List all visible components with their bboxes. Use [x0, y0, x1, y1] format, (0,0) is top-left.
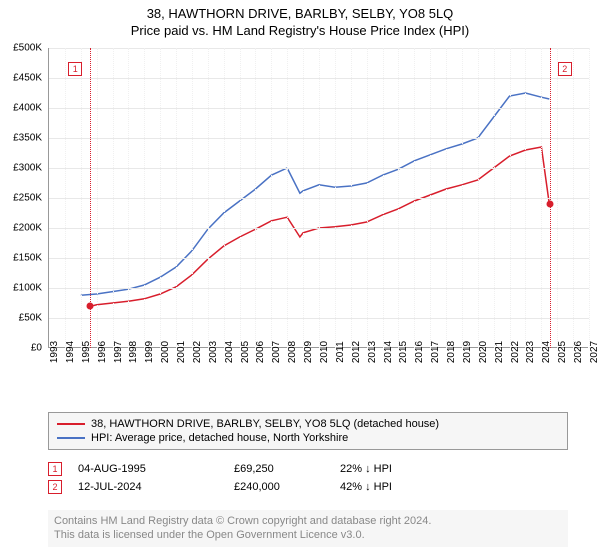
footer-line-2: This data is licensed under the Open Gov… [54, 528, 562, 542]
x-axis-label: 2013 [367, 341, 378, 363]
chart-box: £0£50K£100K£150K£200K£250K£300K£350K£400… [48, 48, 588, 378]
x-axis-label: 2017 [430, 341, 441, 363]
event-diff-1: 42% ↓ HPI [340, 481, 460, 493]
chart-container: 38, HAWTHORN DRIVE, BARLBY, SELBY, YO8 5… [0, 0, 600, 560]
y-axis-label: £150K [13, 253, 42, 264]
event-num-0: 1 [48, 462, 62, 476]
x-axis-label: 1994 [65, 341, 76, 363]
reference-line [550, 48, 551, 348]
events-table: 1 04-AUG-1995 £69,250 22% ↓ HPI 2 12-JUL… [48, 460, 568, 496]
legend-label-0: 38, HAWTHORN DRIVE, BARLBY, SELBY, YO8 5… [91, 418, 439, 430]
x-axis-label: 2008 [287, 341, 298, 363]
x-axis-label: 2006 [255, 341, 266, 363]
x-axis-label: 2016 [414, 341, 425, 363]
y-axis-label: £50K [19, 313, 42, 324]
x-axis-label: 2011 [335, 341, 346, 363]
event-num-1: 2 [48, 480, 62, 494]
footer-line-1: Contains HM Land Registry data © Crown c… [54, 514, 562, 528]
legend-box: 38, HAWTHORN DRIVE, BARLBY, SELBY, YO8 5… [48, 412, 568, 450]
y-axis-label: £450K [13, 73, 42, 84]
x-axis-label: 1999 [144, 341, 155, 363]
x-axis-label: 2022 [510, 341, 521, 363]
plot-area: £0£50K£100K£150K£200K£250K£300K£350K£400… [48, 48, 588, 348]
x-axis-label: 2004 [224, 341, 235, 363]
x-axis-label: 1998 [128, 341, 139, 363]
legend-label-1: HPI: Average price, detached house, Nort… [91, 432, 348, 444]
y-axis-label: £100K [13, 283, 42, 294]
callout-box: 1 [68, 62, 82, 76]
event-diff-0: 22% ↓ HPI [340, 463, 460, 475]
x-axis-label: 2010 [319, 341, 330, 363]
x-axis-label: 1993 [49, 341, 60, 363]
x-axis-label: 2026 [573, 341, 584, 363]
legend-swatch-0 [57, 423, 85, 425]
y-axis-label: £300K [13, 163, 42, 174]
event-price-0: £69,250 [234, 463, 324, 475]
x-axis-label: 2015 [398, 341, 409, 363]
x-axis-label: 2019 [462, 341, 473, 363]
footer: Contains HM Land Registry data © Crown c… [48, 510, 568, 547]
chart-subtitle: Price paid vs. HM Land Registry's House … [0, 21, 600, 38]
x-axis-label: 2027 [589, 341, 600, 363]
legend-row-1: HPI: Average price, detached house, Nort… [57, 431, 559, 445]
legend-swatch-1 [57, 437, 85, 439]
x-axis-label: 2012 [351, 341, 362, 363]
x-axis-label: 1997 [113, 341, 124, 363]
x-axis-label: 2005 [240, 341, 251, 363]
callout-box: 2 [558, 62, 572, 76]
x-axis-label: 2000 [160, 341, 171, 363]
x-axis-label: 2007 [271, 341, 282, 363]
event-row-1: 2 12-JUL-2024 £240,000 42% ↓ HPI [48, 478, 568, 496]
x-axis-label: 2001 [176, 341, 187, 363]
event-date-1: 12-JUL-2024 [78, 481, 218, 493]
x-axis-label: 2009 [303, 341, 314, 363]
x-axis-label: 2025 [557, 341, 568, 363]
x-axis-label: 1996 [97, 341, 108, 363]
y-axis-label: £500K [13, 43, 42, 54]
x-axis-label: 2003 [208, 341, 219, 363]
x-axis-label: 2018 [446, 341, 457, 363]
x-axis-label: 2023 [525, 341, 536, 363]
x-axis-label: 2020 [478, 341, 489, 363]
x-axis-label: 2014 [383, 341, 394, 363]
x-axis-label: 2021 [494, 341, 505, 363]
marker-dot [87, 303, 94, 310]
chart-title: 38, HAWTHORN DRIVE, BARLBY, SELBY, YO8 5… [0, 0, 600, 21]
y-axis-label: £0 [31, 343, 42, 354]
event-price-1: £240,000 [234, 481, 324, 493]
event-row-0: 1 04-AUG-1995 £69,250 22% ↓ HPI [48, 460, 568, 478]
event-date-0: 04-AUG-1995 [78, 463, 218, 475]
y-axis-label: £250K [13, 193, 42, 204]
x-axis-label: 2002 [192, 341, 203, 363]
y-axis-label: £400K [13, 103, 42, 114]
legend-row-0: 38, HAWTHORN DRIVE, BARLBY, SELBY, YO8 5… [57, 417, 559, 431]
y-axis-label: £350K [13, 133, 42, 144]
y-axis-label: £200K [13, 223, 42, 234]
marker-dot [546, 201, 553, 208]
series-hpi [81, 93, 550, 295]
